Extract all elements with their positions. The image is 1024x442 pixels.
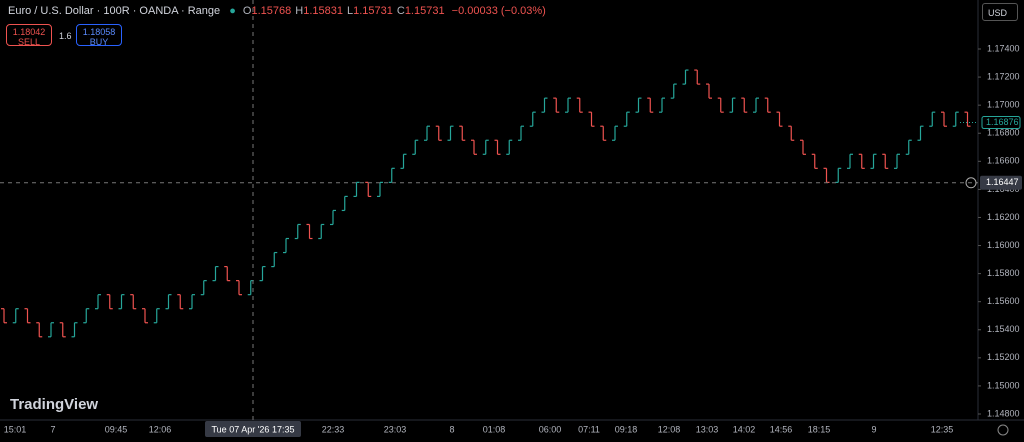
y-tick-label: 1.16000 xyxy=(987,240,1020,250)
change: −0.00033 (−0.03%) xyxy=(451,5,546,17)
buy-price: 1.18058 xyxy=(82,27,116,37)
sell-price: 1.18042 xyxy=(12,27,46,37)
y-tick-label: 1.16200 xyxy=(987,212,1020,222)
buy-button[interactable]: 1.18058 BUY xyxy=(76,24,122,47)
y-tick-label: 1.15600 xyxy=(987,296,1020,306)
x-tick-label: 9 xyxy=(871,424,876,434)
x-tick-label: 22:33 xyxy=(322,424,345,434)
x-tick-label: 18:15 xyxy=(808,424,831,434)
crosshair-price-badge xyxy=(980,175,1022,190)
header: Euro / U.S. Dollar · 100R · OANDA · Rang… xyxy=(8,5,546,17)
x-tick-label: 15:01 xyxy=(4,424,27,434)
ohlc-key: O xyxy=(242,5,252,17)
buy-label: BUY xyxy=(89,37,109,47)
x-tick-label: 12:35 xyxy=(931,424,954,434)
crosshair-time-label: Tue 07 Apr '26 17:35 xyxy=(212,424,295,434)
ohlc-value: 1.15731 xyxy=(404,5,445,17)
x-tick-label: 07:11 xyxy=(578,424,600,434)
y-tick-label: 1.15800 xyxy=(987,268,1020,278)
ohlc-value: 1.15831 xyxy=(303,5,343,17)
y-tick-label: 1.17400 xyxy=(987,43,1020,53)
last-price-badge xyxy=(981,116,1021,130)
y-tick-label: 1.17000 xyxy=(987,100,1020,110)
y-tick-label: 1.14800 xyxy=(987,408,1020,418)
x-tick-label: 09:45 xyxy=(105,424,128,434)
symbol: Euro / U.S. Dollar · 100R · OANDA · Rang… xyxy=(8,5,221,17)
x-tick-label: 09:18 xyxy=(615,424,638,434)
crosshair-price-label: 1.16447 xyxy=(986,177,1019,187)
sell-label: SELL xyxy=(17,37,41,47)
x-tick-label: 23:03 xyxy=(384,424,407,434)
y-tick-label: 1.16800 xyxy=(987,128,1020,138)
status-dot: ● xyxy=(229,5,236,17)
x-tick-label: 14:56 xyxy=(770,424,793,434)
ohlc: O1.15768 H1.15831 L1.15731 C1.15731 xyxy=(239,5,445,17)
crosshair-time-badge xyxy=(205,421,301,437)
x-tick-label: 13:03 xyxy=(696,424,719,434)
settings-button xyxy=(997,424,1009,436)
currency-selector[interactable]: USD xyxy=(982,3,1018,21)
ohlc-value: 1.15731 xyxy=(353,5,393,17)
x-tick-label: 12:08 xyxy=(658,424,681,434)
last-price-label: 1.16876 xyxy=(986,117,1019,127)
x-tick-label: 12:06 xyxy=(149,424,172,434)
x-tick-label: 06:00 xyxy=(539,424,562,434)
y-tick-label: 1.15200 xyxy=(987,352,1020,362)
y-tick-label: 1.15400 xyxy=(987,324,1020,334)
ohlc-value: 1.15768 xyxy=(251,5,292,17)
ohlc-key: L xyxy=(346,5,354,17)
ohlc-key: H xyxy=(295,5,304,17)
brand: TradingView xyxy=(10,396,99,413)
x-tick-label: 8 xyxy=(449,424,454,434)
x-tick-label: 01:08 xyxy=(483,424,506,434)
add-alert-button xyxy=(965,177,977,189)
x-tick-label: 7 xyxy=(50,424,55,434)
x-tick-label: 14:02 xyxy=(733,424,756,434)
y-tick-label: 1.15000 xyxy=(987,380,1020,390)
ohlc-key: C xyxy=(396,5,405,17)
y-tick-label: 1.16600 xyxy=(987,156,1020,166)
y-tick-label: 1.17200 xyxy=(987,71,1020,81)
sell-button[interactable]: 1.18042 SELL xyxy=(6,24,52,47)
spread: 1.6 xyxy=(59,31,72,41)
